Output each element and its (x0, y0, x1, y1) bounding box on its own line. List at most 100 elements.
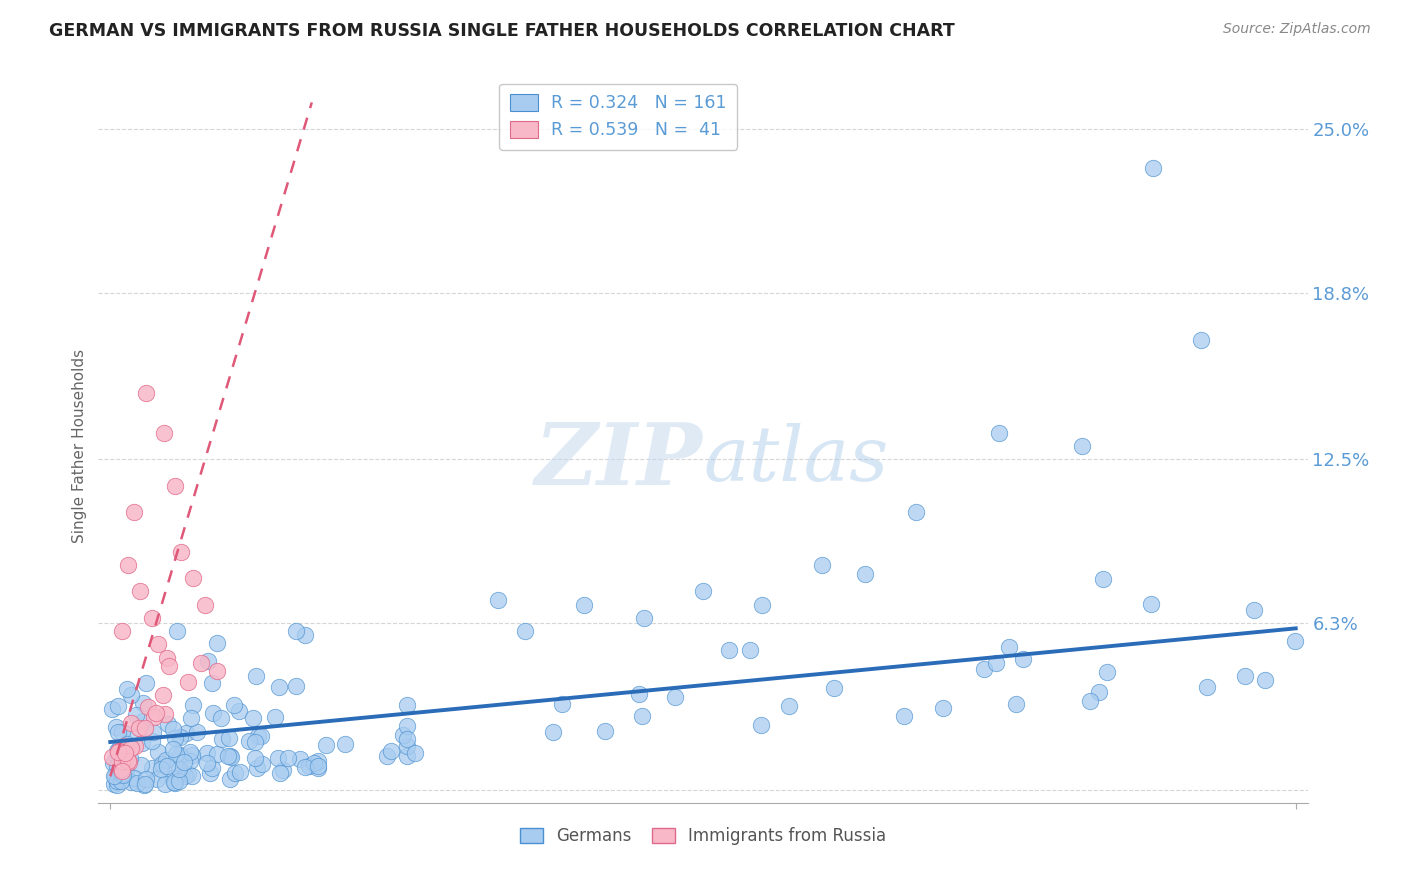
Point (104, 720, 127, 734)
Point (112, 754, 135, 768)
Point (245, 669, 267, 683)
Point (395, 718, 418, 732)
Point (141, 733, 163, 747)
Point (246, 729, 269, 743)
Point (177, 675, 200, 690)
Point (304, 756, 326, 770)
Point (307, 755, 329, 769)
Point (117, 754, 139, 768)
Point (111, 756, 134, 770)
Point (211, 732, 233, 747)
Point (190, 656, 212, 670)
Point (395, 739, 418, 754)
Point (395, 748, 418, 763)
Point (117, 558, 139, 572)
Point (267, 681, 290, 695)
Point (228, 704, 250, 718)
Point (574, 598, 596, 612)
Point (107, 745, 129, 759)
Point (269, 766, 291, 780)
Point (174, 768, 197, 782)
Point (118, 756, 141, 770)
Point (285, 624, 308, 638)
Point (165, 747, 187, 761)
Point (142, 724, 165, 739)
Point (120, 688, 142, 702)
Point (111, 754, 134, 768)
Point (593, 724, 616, 739)
Point (143, 709, 166, 723)
Point (173, 755, 195, 769)
Point (219, 749, 242, 764)
Point (156, 759, 179, 773)
Point (125, 775, 148, 789)
Point (146, 637, 169, 651)
Point (110, 762, 132, 776)
Point (395, 732, 418, 747)
Point (165, 478, 187, 492)
Point (100, 750, 122, 764)
Point (218, 731, 240, 745)
Point (294, 760, 316, 774)
Point (1078, 694, 1101, 708)
Point (181, 698, 204, 712)
Point (749, 718, 772, 732)
Point (155, 753, 177, 767)
Point (1197, 680, 1219, 694)
Point (250, 757, 273, 772)
Point (134, 777, 156, 791)
Point (135, 386, 157, 401)
Point (375, 749, 398, 764)
Point (779, 698, 801, 713)
Point (740, 643, 762, 657)
Point (100, 701, 122, 715)
Point (115, 681, 138, 696)
Point (129, 758, 152, 772)
Point (200, 676, 222, 690)
Point (180, 710, 202, 724)
Point (718, 643, 741, 657)
Point (111, 624, 134, 638)
Point (984, 656, 1007, 670)
Point (110, 774, 132, 789)
Point (181, 768, 204, 782)
Y-axis label: Single Father Households: Single Father Households (72, 349, 87, 543)
Point (277, 750, 299, 764)
Point (307, 761, 329, 775)
Point (104, 769, 127, 783)
Point (271, 763, 294, 777)
Point (988, 425, 1011, 440)
Point (105, 744, 128, 758)
Point (1005, 697, 1028, 711)
Point (128, 722, 150, 736)
Point (692, 584, 714, 599)
Point (205, 747, 228, 762)
Point (180, 747, 202, 762)
Point (179, 745, 201, 759)
Point (156, 717, 179, 731)
Point (222, 698, 245, 712)
Legend: Germans, Immigrants from Russia: Germans, Immigrants from Russia (513, 821, 893, 852)
Text: atlas: atlas (703, 424, 889, 497)
Point (120, 716, 142, 731)
Point (194, 598, 217, 612)
Point (197, 756, 219, 770)
Point (932, 700, 955, 714)
Point (177, 767, 200, 781)
Point (125, 707, 148, 722)
Point (134, 722, 156, 736)
Point (218, 772, 240, 786)
Point (163, 775, 186, 789)
Point (195, 746, 218, 760)
Point (179, 754, 201, 768)
Point (157, 659, 180, 673)
Text: GERMAN VS IMMIGRANTS FROM RUSSIA SINGLE FATHER HOUSEHOLDS CORRELATION CHART: GERMAN VS IMMIGRANTS FROM RUSSIA SINGLE … (49, 22, 955, 40)
Point (111, 764, 134, 779)
Point (111, 725, 134, 739)
Point (246, 761, 269, 775)
Point (395, 698, 418, 713)
Point (1012, 652, 1035, 666)
Point (243, 751, 266, 765)
Point (105, 779, 128, 793)
Point (298, 759, 321, 773)
